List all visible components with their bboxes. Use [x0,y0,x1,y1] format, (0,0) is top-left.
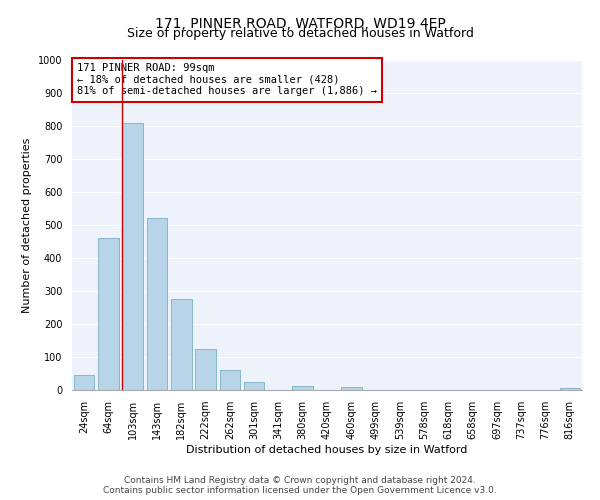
Text: 171 PINNER ROAD: 99sqm
← 18% of detached houses are smaller (428)
81% of semi-de: 171 PINNER ROAD: 99sqm ← 18% of detached… [77,64,377,96]
Bar [146,218,167,390]
Y-axis label: Number of detached properties: Number of detached properties [22,138,32,312]
Bar [122,122,143,390]
Bar [292,386,313,390]
Bar [560,388,580,390]
Bar [171,299,191,390]
Text: Size of property relative to detached houses in Watford: Size of property relative to detached ho… [127,28,473,40]
Bar [98,238,119,390]
Bar [220,370,240,390]
Text: 171, PINNER ROAD, WATFORD, WD19 4EP: 171, PINNER ROAD, WATFORD, WD19 4EP [155,18,445,32]
Text: Contains HM Land Registry data © Crown copyright and database right 2024.
Contai: Contains HM Land Registry data © Crown c… [103,476,497,495]
Bar [195,349,216,390]
Bar [341,388,362,390]
X-axis label: Distribution of detached houses by size in Watford: Distribution of detached houses by size … [187,445,467,455]
Bar [244,382,265,390]
Bar [74,375,94,390]
